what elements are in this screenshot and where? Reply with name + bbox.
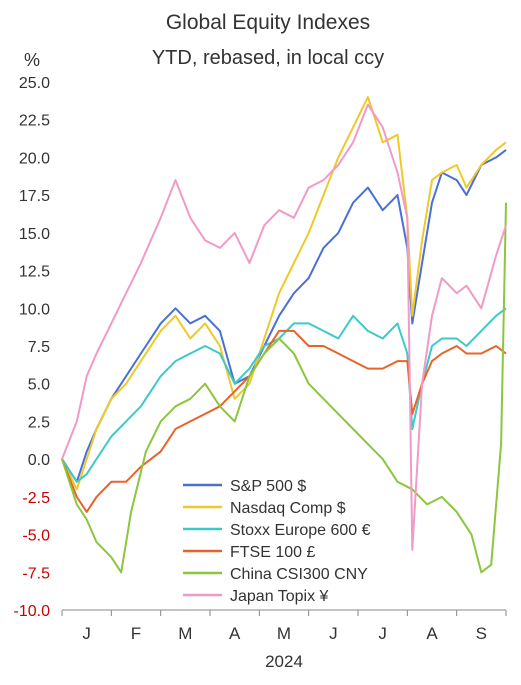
y-tick-label: -7.5 (22, 565, 50, 582)
y-tick-label: -10.0 (14, 603, 51, 620)
y-axis-label: % (24, 50, 40, 70)
y-tick-label: 2.5 (28, 414, 50, 431)
y-tick-label: 12.5 (19, 264, 50, 281)
y-tick-label: 7.5 (28, 339, 50, 356)
x-tick-label: A (426, 624, 438, 643)
y-tick-label: 17.5 (19, 188, 50, 205)
series-line-5 (61, 103, 507, 551)
legend-label: S&P 500 $ (230, 478, 306, 495)
series-line-0 (61, 149, 507, 483)
legend-label: Stoxx Europe 600 € (230, 522, 371, 539)
x-tick-label: S (476, 624, 487, 643)
chart-subtitle: YTD, rebased, in local ccy (152, 47, 384, 69)
chart-title: Global Equity Indexes (166, 11, 370, 34)
y-tick-label: 10.0 (19, 301, 50, 318)
x-axis-label: 2024 (265, 652, 303, 671)
legend-label: FTSE 100 £ (230, 544, 315, 561)
x-tick-label: F (131, 624, 141, 643)
y-axis-ticks: 25.0 22.5 20.0 17.5 15.0 12.5 10.0 7.5 5.0 2.5 0.0… (14, 75, 51, 620)
x-tick-label: M (178, 624, 192, 643)
series-line-4 (61, 202, 507, 574)
legend-label: China CSI300 CNY (230, 566, 368, 583)
y-tick-label: 22.5 (19, 113, 50, 130)
series-lines (61, 96, 507, 574)
y-tick-label: 20.0 (19, 150, 50, 167)
legend: S&P 500 $ Nasdaq Comp $ Stoxx Europe 600 €… (183, 478, 371, 605)
y-tick-label: 0.0 (28, 452, 50, 469)
y-tick-label: -2.5 (22, 490, 50, 507)
series-line-1 (61, 96, 507, 491)
x-tick-label: J (329, 624, 338, 643)
x-tick-label: J (82, 624, 91, 643)
x-tick-label: J (378, 624, 387, 643)
series-line-3 (61, 329, 507, 513)
y-tick-label: 5.0 (28, 377, 50, 394)
series-line-2 (61, 307, 507, 483)
y-tick-label: -5.0 (22, 528, 50, 545)
y-tick-label: 15.0 (19, 226, 50, 243)
x-tick-label: A (229, 624, 241, 643)
y-tick-label: 25.0 (19, 75, 50, 92)
legend-label: Japan Topix ¥ (230, 588, 329, 605)
legend-label: Nasdaq Comp $ (230, 500, 346, 517)
x-tick-label: M (277, 624, 291, 643)
